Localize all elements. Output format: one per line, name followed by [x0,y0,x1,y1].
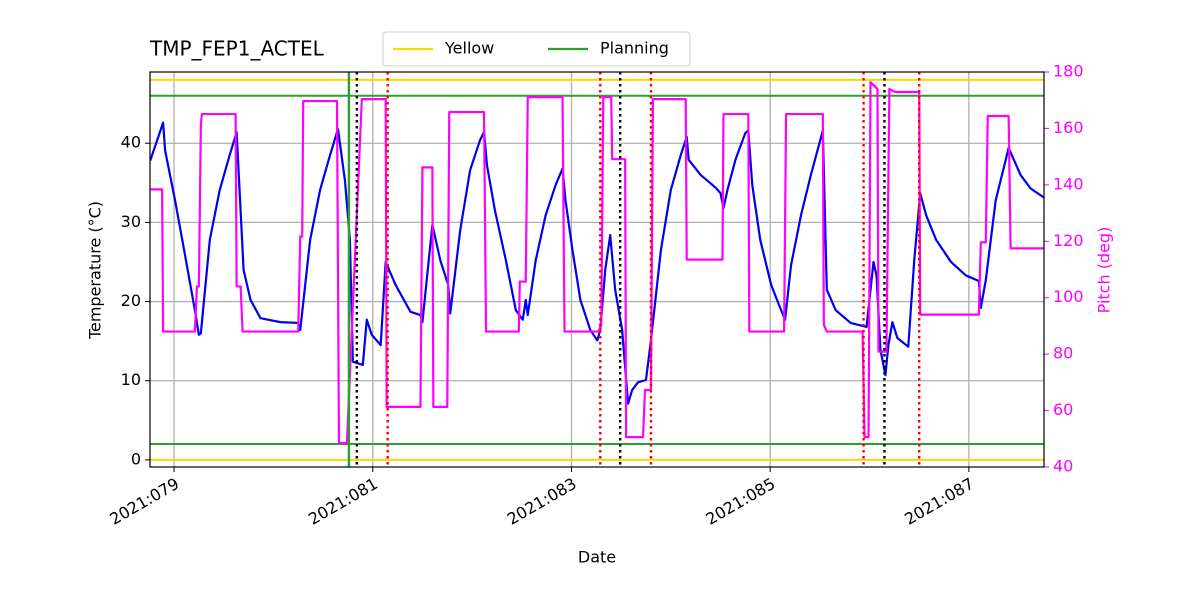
y-axis-label: Temperature (°C) [86,201,105,340]
legend-label: Yellow [444,39,494,58]
y2-tick-label: 80 [1053,344,1073,363]
y2-tick-label: 40 [1053,457,1073,476]
y2-tick-label: 180 [1053,62,1084,81]
series-line [150,121,1044,405]
y-tick-label: 10 [121,370,141,389]
legend-label: Planning [600,39,669,58]
y2-tick-label: 120 [1053,231,1084,250]
series-line [150,81,1044,445]
y2-tick-label: 160 [1053,118,1084,137]
y-tick-label: 0 [131,449,141,468]
y2-tick-label: 60 [1053,400,1073,419]
y2-tick-label: 100 [1053,287,1084,306]
x-axis-label: Date [578,548,616,567]
y-tick-label: 40 [121,133,141,152]
y-tick-label: 30 [121,212,141,231]
y-tick-label: 20 [121,291,141,310]
chart-title: TMP_FEP1_ACTEL [149,37,325,61]
y2-tick-label: 140 [1053,174,1084,193]
y2-axis-label: Pitch (deg) [1095,227,1114,314]
plot-area [150,72,1044,467]
plot-frame [149,71,1045,468]
legend-box [382,31,691,67]
